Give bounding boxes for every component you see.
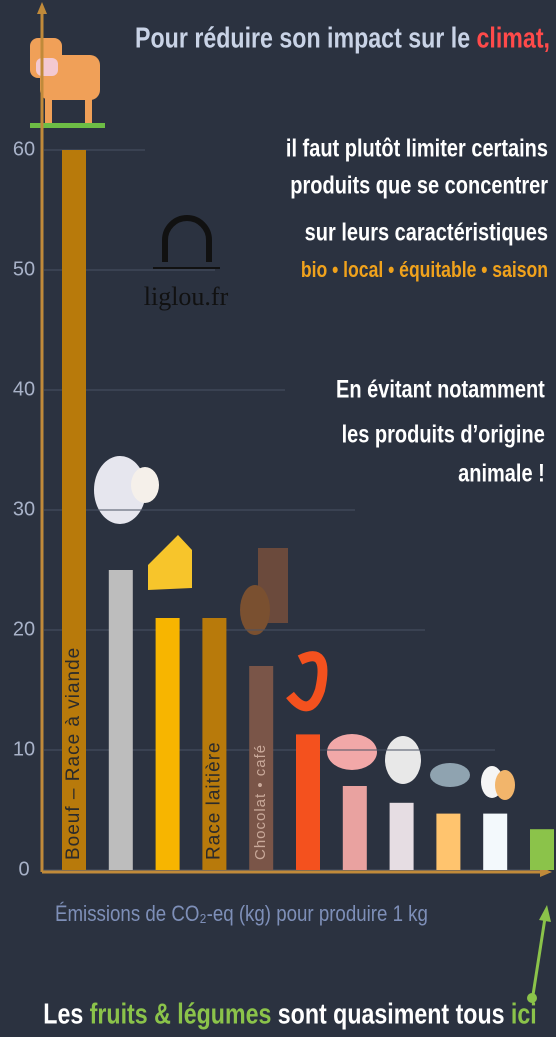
- fish-icon: [430, 763, 470, 787]
- annotation: animale !: [458, 460, 545, 488]
- y-tick-label: 0: [18, 858, 29, 880]
- bar: [62, 150, 86, 870]
- bar: [108, 570, 133, 870]
- footer: Les fruits & légumes sont quasiment tous ic…: [43, 997, 536, 1030]
- logo-icon: [162, 215, 212, 262]
- annotation: il faut plutôt limiter certains: [286, 135, 548, 163]
- bar-label: Race laitière: [203, 741, 224, 860]
- y-tick-label: 60: [13, 138, 35, 160]
- title-highlight: climat,: [477, 21, 550, 54]
- footer-arrow-head: [539, 905, 551, 922]
- y-axis-arrow: [37, 2, 47, 14]
- y-tick-label: 50: [13, 258, 35, 280]
- bar: [436, 813, 461, 870]
- sheep-icon: [94, 456, 159, 524]
- footer-group: Les fruits & légumes sont quasiment tous ic…: [43, 997, 536, 1030]
- footer-arrow-dot: [527, 993, 537, 1003]
- footer-highlight: fruits & légumes: [90, 997, 272, 1030]
- bar: [483, 813, 508, 870]
- bar: [202, 618, 227, 870]
- logo-text: liglou.fr: [144, 282, 229, 311]
- y-tick-label: 20: [13, 618, 35, 640]
- annotation: sur leurs caractéristiques: [305, 219, 548, 247]
- annotation: En évitant notamment: [336, 376, 545, 404]
- annotation: produits que se concentrer: [290, 172, 548, 200]
- footer-part: sont quasiment tous: [278, 997, 505, 1030]
- x-axis-label: Émissions de CO₂-eq (kg) pour produire 1…: [55, 901, 428, 926]
- annotation: les produits d’origine: [342, 421, 545, 449]
- bar: [530, 829, 554, 870]
- bar: [155, 618, 180, 870]
- chicken-icon: [385, 736, 421, 784]
- bar-label: Chocolat • café: [252, 744, 269, 860]
- y-tick-label: 10: [13, 738, 35, 760]
- logo: liglou.fr: [144, 215, 229, 311]
- pig-icon: [327, 734, 377, 770]
- bar-label: Boeuf – Race à viande: [63, 647, 84, 860]
- y-tick-label: 30: [13, 498, 35, 520]
- coffee-icon: [240, 585, 270, 635]
- plot: 0 10 20 30 40 50 60 Boeuf – Race à viande Race l…: [13, 138, 554, 880]
- cheese-icon: [148, 535, 192, 590]
- shrimp-icon: [286, 651, 328, 712]
- bar: [389, 802, 414, 870]
- bar: [249, 666, 274, 870]
- title: Pour réduire son impact sur le climat,: [135, 21, 550, 54]
- footer-part: Les: [43, 997, 83, 1030]
- bar: [342, 786, 367, 870]
- x-label-group: Émissions de CO₂-eq (kg) pour produire 1…: [55, 901, 428, 926]
- egg-icon: [495, 770, 515, 800]
- bar: [296, 734, 320, 870]
- annotation: bio • local • équitable • saison: [301, 258, 548, 282]
- title-lead: Pour réduire son impact sur le: [135, 21, 470, 54]
- footer-highlight: ici: [511, 997, 537, 1030]
- footer-arrow: [531, 917, 547, 996]
- y-tick-label: 40: [13, 378, 35, 400]
- annotation-group: il faut plutôt limiter certains produits…: [286, 135, 548, 488]
- title-group: Pour réduire son impact sur le climat,: [135, 21, 550, 54]
